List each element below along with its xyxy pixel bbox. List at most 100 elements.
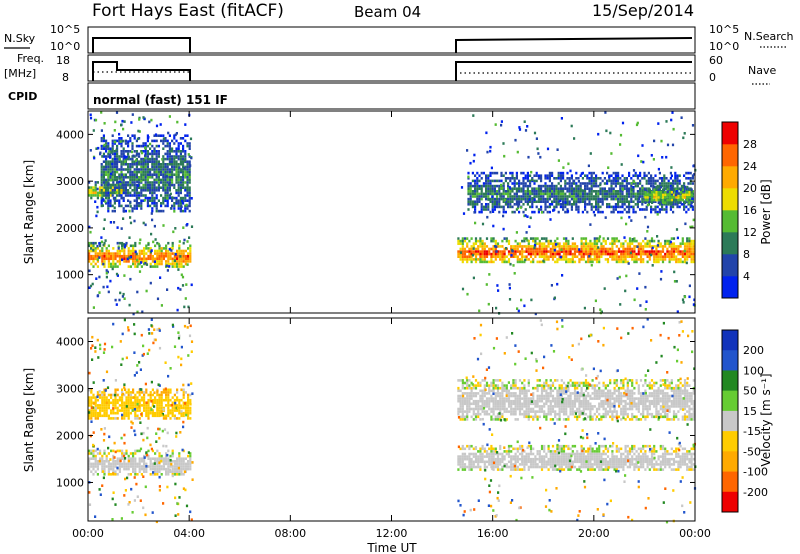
plot-title: Fort Hays East (fitACF): [92, 1, 284, 21]
echo-cell: [103, 467, 106, 471]
echo-cell: [113, 189, 116, 192]
echo-cell: [504, 179, 507, 183]
echo-cell: [549, 242, 552, 245]
echo-cell: [469, 195, 472, 198]
echo-cell: [621, 184, 624, 188]
echo-cell: [559, 184, 562, 188]
echo-cell: [156, 262, 159, 266]
echo-cell: [687, 171, 690, 175]
echo-cell: [182, 241, 185, 245]
echo-cell: [490, 460, 493, 464]
echo-cell: [578, 258, 581, 261]
echo-cell: [648, 242, 651, 245]
colorbar-tick-label: 4: [743, 270, 750, 283]
echo-cell: [129, 173, 132, 176]
echo-cell: [668, 255, 671, 258]
echo-cell: [105, 178, 108, 182]
echo-cell: [160, 411, 163, 415]
echo-cell: [681, 198, 684, 202]
echo-cell: [105, 155, 108, 158]
echo-cell: [690, 193, 693, 197]
echo-cell: [151, 150, 154, 153]
echo-cell: [136, 258, 139, 262]
echo-cell: [674, 179, 677, 183]
echo-cell: [677, 193, 680, 197]
echo-cell: [180, 411, 183, 415]
echo-cell: [507, 252, 511, 256]
echo-cell: [105, 252, 108, 255]
echo-cell: [620, 242, 623, 245]
echo-cell: [559, 187, 562, 190]
echo-cell: [142, 189, 145, 192]
echo-cell: [538, 247, 541, 251]
echo-cell: [628, 171, 631, 175]
echo-cell: [184, 411, 187, 415]
echo-cell: [688, 193, 691, 197]
echo-cell: [121, 454, 124, 458]
echo-cell: [110, 465, 113, 468]
echo-cell: [144, 146, 147, 149]
echo-cell: [94, 249, 97, 253]
echo-cell: [516, 206, 519, 210]
echo-cell: [560, 248, 563, 252]
echo-cell: [477, 465, 480, 469]
echo-cell: [641, 192, 644, 196]
echo-cell: [542, 197, 545, 201]
echo-cell: [549, 255, 552, 258]
echo-cell: [459, 247, 462, 251]
echo-cell: [132, 244, 135, 248]
echo-cell: [538, 452, 541, 456]
echo-cell: [665, 182, 668, 185]
echo-cell: [501, 245, 504, 248]
echo-cell: [500, 183, 503, 187]
echo-cell: [568, 179, 571, 183]
echo-cell: [149, 462, 152, 466]
echo-cell: [135, 202, 138, 205]
echo-cell: [123, 460, 126, 463]
echo-cell: [164, 176, 167, 179]
echo-cell: [121, 188, 124, 192]
echo-cell: [536, 450, 539, 453]
echo-cell: [609, 463, 612, 466]
echo-cell: [167, 396, 170, 399]
echo-cell: [89, 116, 93, 120]
echo-cell: [116, 265, 119, 268]
echo-cell: [573, 190, 576, 193]
echo-cell: [634, 203, 637, 206]
echo-cell: [624, 258, 627, 261]
echo-cell: [615, 457, 618, 461]
echo-cell: [105, 269, 108, 272]
echo-cell: [176, 417, 179, 420]
echo-cell: [538, 242, 541, 245]
echo-cell: [480, 192, 483, 196]
echo-cell: [652, 177, 655, 180]
echo-cell: [605, 129, 608, 133]
echo-cell: [111, 134, 114, 137]
echo-cell: [646, 250, 649, 253]
echo-cell: [577, 184, 580, 188]
echo-cell: [188, 199, 191, 202]
echo-cell: [105, 160, 108, 163]
echo-cell: [595, 184, 598, 188]
echo-cell: [102, 152, 105, 156]
echo-cell: [683, 187, 686, 190]
echo-cell: [173, 262, 176, 266]
echo-cell: [614, 184, 617, 188]
echo-cell: [527, 252, 530, 256]
echo-cell: [625, 205, 628, 209]
echo-cell: [138, 137, 141, 140]
echo-cell: [165, 391, 168, 394]
echo-cell: [474, 221, 477, 225]
echo-cell: [664, 255, 667, 258]
echo-cell: [551, 452, 555, 456]
echo-cell: [593, 252, 596, 256]
echo-cell: [527, 468, 530, 471]
echo-cell: [512, 264, 515, 267]
echo-cell: [472, 455, 475, 458]
echo-cell: [562, 447, 566, 451]
echo-cell: [592, 182, 595, 185]
echo-cell: [138, 406, 141, 410]
echo-cell: [153, 183, 156, 187]
echo-cell: [504, 171, 507, 175]
echo-cell: [485, 245, 489, 248]
